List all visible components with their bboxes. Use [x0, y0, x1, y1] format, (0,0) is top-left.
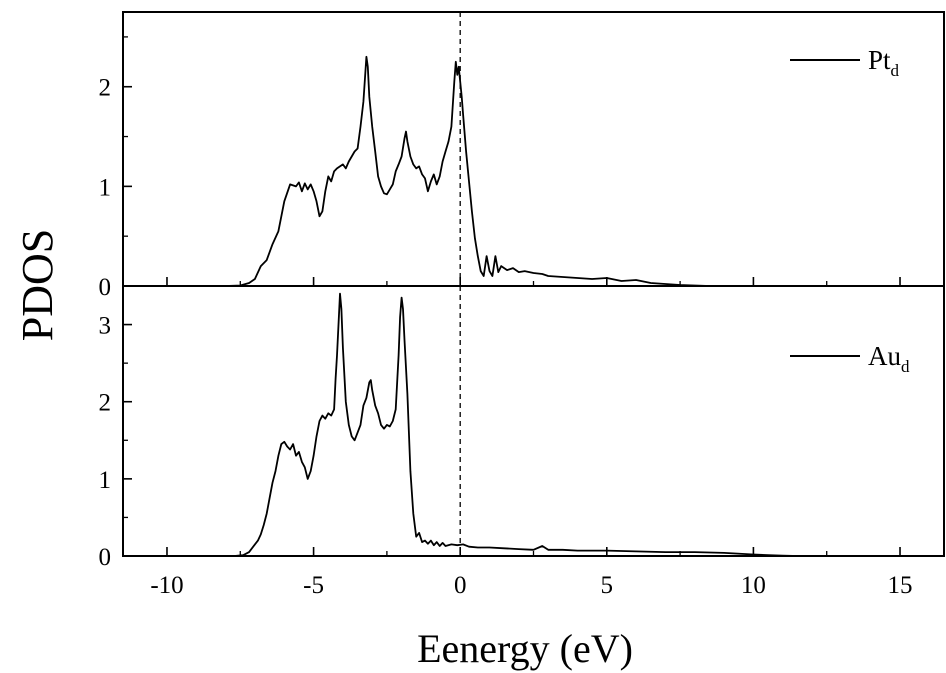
- top-y-tick-label: 0: [99, 274, 112, 301]
- legend-main-text: Au: [868, 341, 901, 371]
- top-frame: [122, 11, 945, 287]
- legend-main-text: Pt: [868, 45, 891, 75]
- top-series-line: [123, 55, 944, 287]
- legend-subscript: d: [901, 357, 910, 376]
- bottom-y-tick-label: 1: [99, 467, 112, 494]
- bottom-frame: [122, 285, 945, 557]
- x-tick-label: 5: [601, 572, 614, 599]
- x-tick-label: 15: [888, 572, 913, 599]
- x-axis-label: Eenergy (eV): [417, 626, 633, 671]
- bottom-legend-label: Aud: [868, 341, 910, 376]
- x-tick-label: 10: [741, 572, 766, 599]
- y-axis-label: PDOS: [13, 229, 62, 342]
- legend-subscript: d: [891, 61, 900, 80]
- bottom-y-tick-label: 0: [99, 544, 112, 571]
- x-tick-label: -10: [150, 572, 183, 599]
- top-legend-label: Ptd: [868, 45, 900, 80]
- x-tick-label: 0: [454, 572, 467, 599]
- x-tick-label: -5: [303, 572, 324, 599]
- top-y-tick-label: 1: [99, 174, 112, 201]
- bottom-series-line: [123, 292, 944, 557]
- top-y-tick-label: 2: [99, 75, 112, 102]
- panel-bottom: 0 1 2 3 Aud -10 -5 0 5 10 15: [99, 285, 945, 599]
- panel-top: 0 1 2 Ptd: [99, 11, 945, 301]
- bottom-y-tick-label: 2: [99, 390, 112, 417]
- bottom-y-tick-label: 3: [99, 313, 112, 340]
